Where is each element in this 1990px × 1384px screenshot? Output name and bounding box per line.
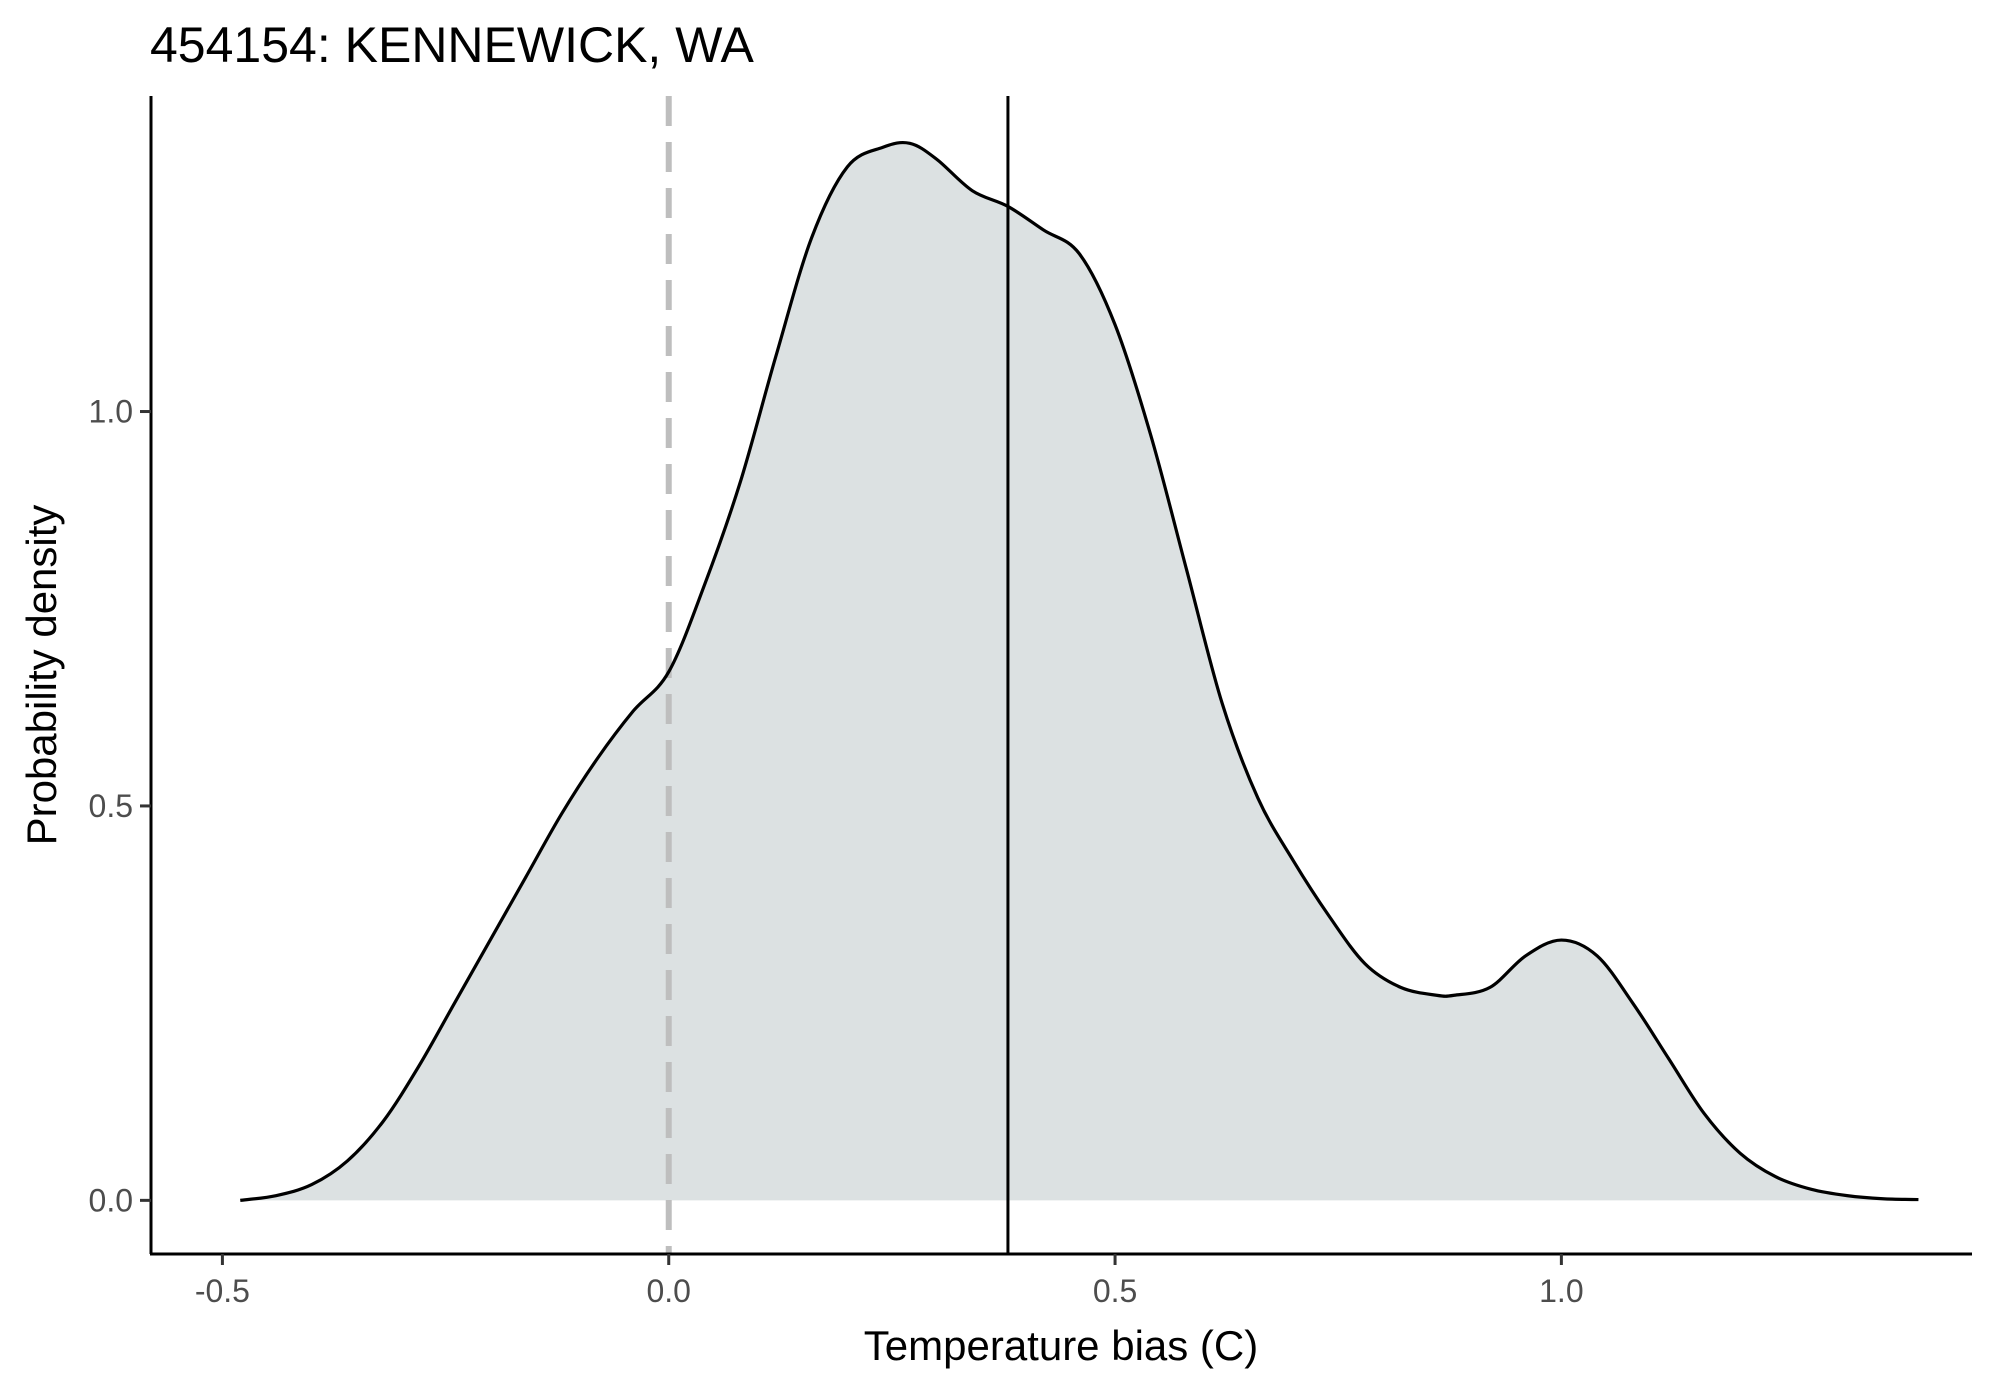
x-axis-ticks: -0.5 0.0 0.5 1.0: [195, 1254, 1584, 1309]
x-tick-label: -0.5: [195, 1273, 250, 1309]
y-axis-label: Probability density: [18, 505, 65, 846]
density-area-fill: [240, 142, 1919, 1201]
y-axis-ticks: 0.0 0.5 1.0: [89, 394, 151, 1218]
density-curve: [240, 140, 1919, 1202]
chart-title: 454154: KENNEWICK, WA: [150, 17, 755, 73]
plot-area: [240, 96, 1919, 1254]
x-axis-label: Temperature bias (C): [864, 1322, 1258, 1369]
x-tick-label: 1.0: [1539, 1273, 1583, 1309]
y-tick-label: 0.0: [89, 1182, 133, 1218]
x-tick-label: 0.5: [1093, 1273, 1137, 1309]
y-tick-label: 0.5: [89, 788, 133, 824]
x-tick-label: 0.0: [646, 1273, 690, 1309]
y-tick-label: 1.0: [89, 394, 133, 430]
